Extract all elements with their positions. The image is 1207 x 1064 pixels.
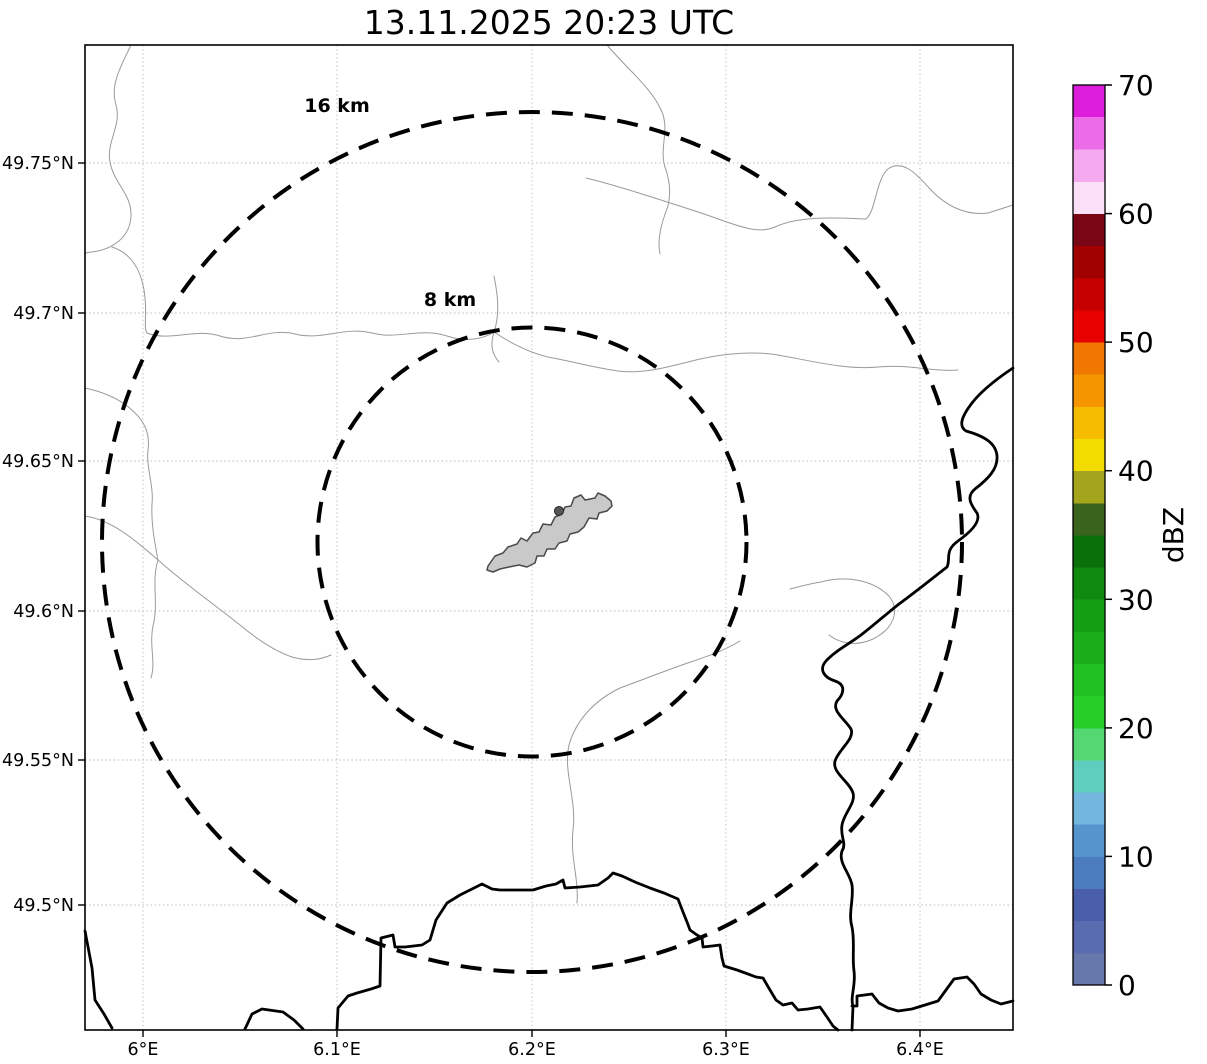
boundary-line	[84, 44, 132, 254]
colorbar-tick-label: 50	[1118, 326, 1154, 359]
colorbar-segment	[1073, 85, 1105, 118]
colorbar-segment	[1073, 213, 1105, 247]
colorbar-tick-label: 70	[1118, 69, 1154, 102]
boundary-line	[658, 205, 669, 255]
colorbar-segment	[1073, 599, 1105, 632]
radar-site-marker	[554, 506, 564, 516]
boundary-line	[619, 640, 741, 689]
colorbar-segment	[1073, 149, 1105, 182]
thick-boundary-lines	[83, 366, 1015, 1032]
colorbar-tick-label: 30	[1118, 583, 1154, 616]
border-line	[243, 1007, 305, 1031]
colorbar-segment	[1073, 727, 1105, 761]
colorbar-segment	[1073, 920, 1105, 954]
y-tick-label: 49.7°N	[13, 304, 74, 324]
colorbar-segment	[1073, 277, 1105, 311]
colorbar-tick-label: 40	[1118, 455, 1154, 488]
colorbar-segment	[1073, 792, 1105, 825]
colorbar-segment	[1073, 535, 1105, 568]
x-tick-label: 6.3°E	[702, 1040, 750, 1060]
colorbar-segment	[1073, 952, 1105, 986]
x-tick-label: 6.4°E	[896, 1040, 944, 1060]
colorbar-segment	[1073, 824, 1105, 857]
boundary-line	[493, 331, 959, 373]
y-tick-label: 49.55°N	[2, 751, 74, 771]
colorbar-tick-label: 60	[1118, 198, 1154, 231]
colorbar-tick-label: 20	[1118, 712, 1154, 745]
colorbar-segment	[1073, 856, 1105, 890]
colorbar-segment	[1073, 631, 1105, 665]
boundary-line	[566, 687, 621, 904]
colorbar-segment	[1073, 374, 1105, 407]
boundary-line	[146, 330, 495, 340]
x-tick-label: 6°E	[128, 1040, 159, 1060]
map-frame	[84, 44, 1014, 1031]
colorbar	[1073, 85, 1105, 986]
colorbar-tick-label: 10	[1118, 840, 1154, 873]
x-tick-label: 6.2°E	[508, 1040, 556, 1060]
colorbar-segment	[1073, 502, 1105, 536]
colorbar-segment	[1073, 342, 1105, 375]
boundary-line	[585, 165, 1014, 231]
y-tick-label: 49.75°N	[2, 154, 74, 174]
colorbar-segment	[1073, 117, 1105, 150]
colorbar-labels: 70 60 50 40 30 20 10 0	[1118, 69, 1154, 1002]
boundary-line	[84, 515, 332, 661]
colorbar-segment	[1073, 567, 1105, 600]
border-line	[83, 929, 114, 1030]
colorbar-segment	[1073, 695, 1105, 729]
colorbar-axis-label: dBZ	[1157, 507, 1190, 563]
border-line	[335, 871, 840, 1032]
boundary-line	[789, 578, 895, 644]
colorbar-segment	[1073, 181, 1105, 215]
colorbar-frame	[1072, 84, 1106, 986]
border-line	[850, 975, 1015, 1013]
river-moselle	[821, 366, 1015, 1032]
boundary-line	[150, 559, 159, 679]
x-tick-label: 6.1°E	[313, 1040, 361, 1060]
colorbar-segment	[1073, 663, 1105, 697]
range-ring-16km-label: 16 km	[304, 95, 370, 117]
colorbar-segment	[1073, 760, 1105, 793]
y-tick-label: 49.6°N	[13, 602, 74, 622]
axis-ticks	[78, 162, 921, 1037]
y-tick-label: 49.5°N	[13, 896, 74, 916]
colorbar-segment	[1073, 406, 1105, 440]
range-ring-8km-label: 8 km	[424, 289, 476, 311]
colorbar-segment	[1073, 438, 1105, 472]
x-axis-labels: 6°E 6.1°E 6.2°E 6.3°E 6.4°E	[128, 1040, 944, 1060]
range-ring-16km	[100, 110, 964, 974]
colorbar-ticks	[1105, 84, 1112, 986]
plot-title: 13.11.2025 20:23 UTC	[364, 3, 734, 42]
colorbar-segment	[1073, 245, 1105, 279]
colorbar-segment	[1073, 310, 1105, 343]
colorbar-segment	[1073, 470, 1105, 504]
colorbar-segment	[1073, 888, 1105, 922]
boundary-line	[111, 246, 148, 334]
y-tick-label: 49.65°N	[2, 452, 74, 472]
airport-area-polygon	[486, 492, 613, 573]
y-axis-labels: 49.75°N 49.7°N 49.65°N 49.6°N 49.55°N 49…	[2, 154, 74, 916]
colorbar-tick-label: 0	[1118, 969, 1136, 1002]
range-ring-8km	[315, 325, 749, 759]
